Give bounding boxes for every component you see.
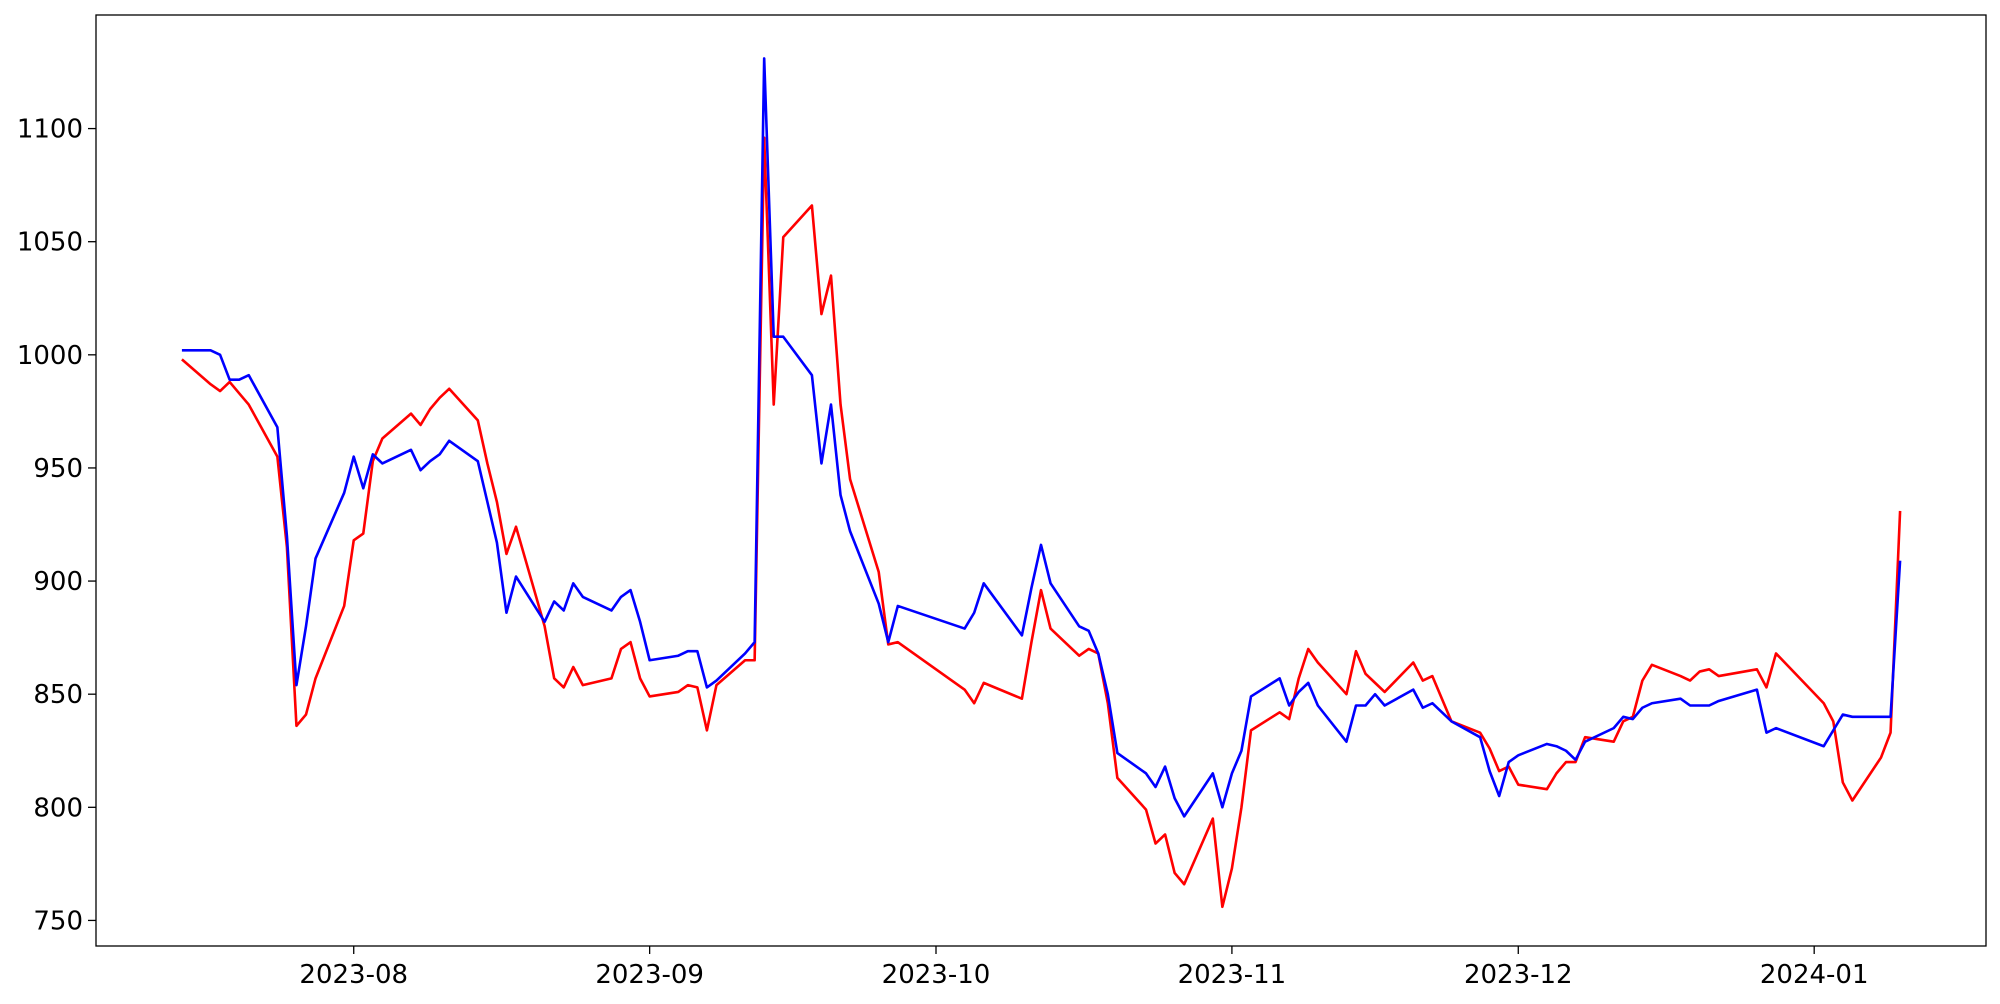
y-tick-label: 1100 xyxy=(17,115,83,145)
y-tick-label: 1000 xyxy=(17,341,83,371)
x-tick-label: 2024-01 xyxy=(1760,960,1869,990)
y-tick-label: 800 xyxy=(33,793,83,823)
x-tick-label: 2023-10 xyxy=(882,960,991,990)
y-tick-label: 950 xyxy=(33,454,83,484)
line-series xyxy=(181,57,1902,818)
x-tick-label: 2023-11 xyxy=(1178,960,1287,990)
line-series xyxy=(181,136,1902,909)
x-tick-label: 2023-12 xyxy=(1464,960,1573,990)
x-tick-label: 2023-08 xyxy=(299,960,408,990)
y-tick-label: 1050 xyxy=(17,228,83,258)
x-tick-label: 2023-09 xyxy=(595,960,704,990)
y-tick-label: 750 xyxy=(33,906,83,936)
y-tick-label: 900 xyxy=(33,567,83,597)
plot-frame xyxy=(95,14,1987,947)
y-tick-label: 850 xyxy=(33,680,83,710)
